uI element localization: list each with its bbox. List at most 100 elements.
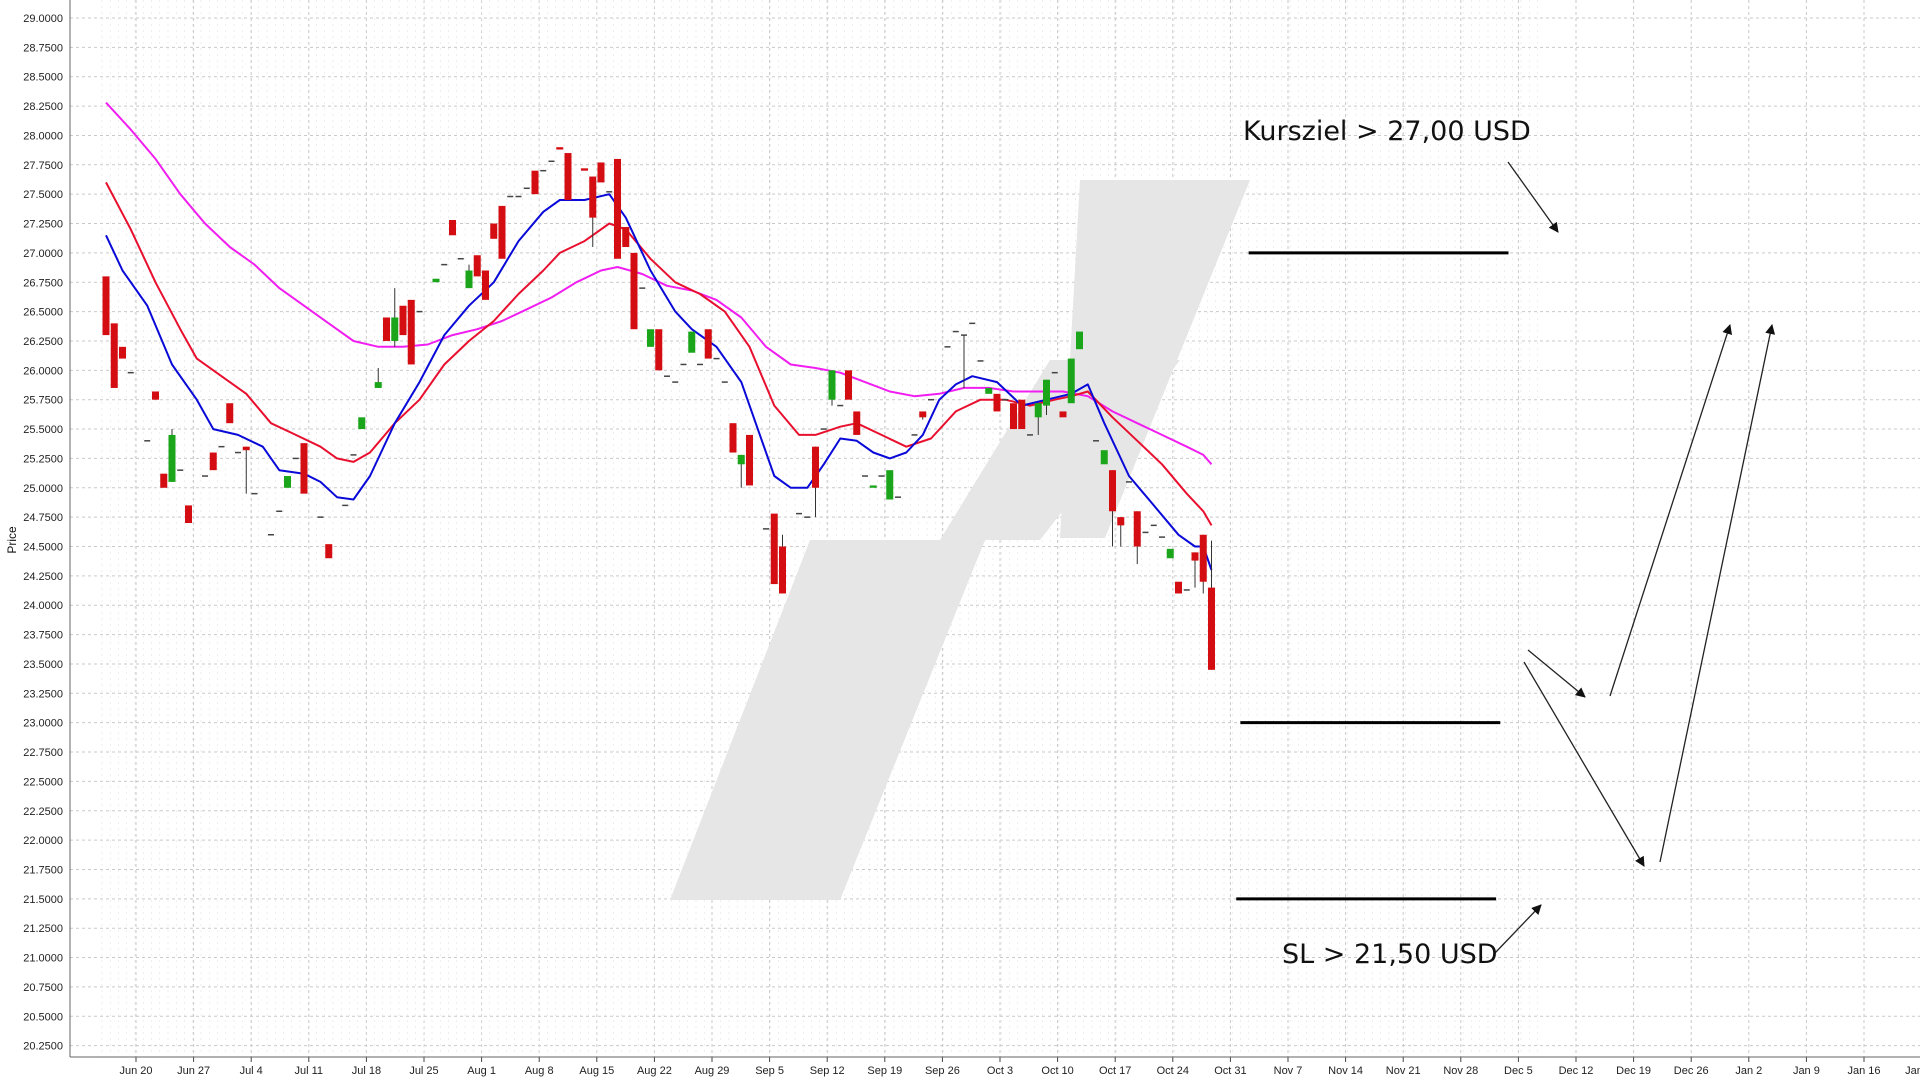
- candle-body: [1175, 581, 1182, 594]
- candle: [614, 158, 621, 259]
- candle-body: [300, 443, 308, 494]
- x-tick-label: Dec 26: [1674, 1065, 1709, 1077]
- candle: [993, 393, 1001, 412]
- candle-body: [383, 317, 390, 341]
- x-tick-label: Oct 10: [1041, 1065, 1073, 1077]
- y-tick-label: 29.0000: [23, 13, 63, 25]
- y-tick-label: 27.2500: [23, 219, 63, 231]
- candle: [284, 476, 291, 488]
- y-tick-label: 21.5000: [23, 894, 63, 906]
- candle-body: [630, 252, 638, 330]
- candle-body: [531, 170, 539, 195]
- candle-body: [1191, 552, 1199, 561]
- candle: [704, 329, 712, 359]
- watermark-shape: [670, 180, 1250, 900]
- candle-body: [1010, 403, 1017, 430]
- candle: [1191, 552, 1199, 588]
- candle: [168, 429, 176, 482]
- y-tick-label: 20.5000: [23, 1011, 63, 1023]
- candle: [399, 305, 407, 336]
- candle-body: [1199, 534, 1207, 582]
- candle: [1199, 534, 1207, 594]
- candle-body: [985, 387, 993, 394]
- candle-body: [919, 411, 927, 418]
- candle: [498, 205, 506, 259]
- candle-body: [1018, 399, 1026, 430]
- candle-body: [1100, 450, 1108, 465]
- y-tick-label: 20.2500: [23, 1041, 63, 1053]
- candle-body: [828, 370, 836, 400]
- candle: [1175, 581, 1182, 594]
- candle: [961, 334, 967, 388]
- candle: [647, 329, 654, 347]
- candle: [597, 162, 605, 183]
- y-axis-title: Price: [5, 526, 19, 554]
- x-tick-label: Oct 24: [1157, 1065, 1189, 1077]
- y-tick-label: 28.0000: [23, 130, 63, 142]
- y-tick-label: 23.5000: [23, 659, 63, 671]
- x-tick-label: Jan 9: [1793, 1065, 1820, 1077]
- candle: [622, 227, 630, 248]
- candle-body: [614, 158, 621, 259]
- candle: [1208, 540, 1215, 670]
- candle-body: [1133, 511, 1141, 547]
- candle: [1010, 403, 1017, 430]
- candlesticks: [102, 147, 1215, 670]
- candle: [1117, 517, 1125, 547]
- candle-body: [581, 168, 588, 171]
- x-tick-label: Jun 20: [119, 1065, 152, 1077]
- candle-body: [779, 546, 786, 594]
- candle: [869, 485, 877, 488]
- candle-body: [498, 205, 506, 259]
- candle-body: [185, 505, 192, 524]
- y-tick-label: 25.2500: [23, 453, 63, 465]
- candle: [185, 505, 192, 524]
- x-tick-label: Oct 3: [987, 1065, 1013, 1077]
- y-tick-label: 25.5000: [23, 424, 63, 436]
- candle-body: [737, 454, 745, 465]
- candle: [919, 411, 927, 420]
- candle: [209, 452, 217, 471]
- candle-body: [119, 346, 126, 359]
- x-tick-label: Sep 5: [755, 1065, 784, 1077]
- candle-body: [391, 317, 399, 341]
- candle: [589, 176, 597, 248]
- candle-body: [746, 434, 753, 486]
- candle: [688, 331, 696, 353]
- candle: [531, 170, 539, 195]
- candle-body: [1208, 587, 1215, 670]
- candle: [845, 370, 852, 400]
- candle-body: [482, 270, 489, 300]
- entry-arrow: [1527, 649, 1586, 698]
- x-tick-label: Jul 18: [352, 1065, 381, 1077]
- x-tick-label: Dec 19: [1616, 1065, 1651, 1077]
- x-tick-label: Sep 19: [867, 1065, 902, 1077]
- candle-body: [1059, 411, 1067, 418]
- candle-body: [407, 299, 415, 365]
- x-tick-label: Jan 23: [1905, 1065, 1920, 1077]
- y-tick-label: 27.0000: [23, 248, 63, 260]
- candle-body: [655, 329, 663, 371]
- x-tick-label: Aug 8: [525, 1065, 554, 1077]
- y-tick-label: 25.0000: [23, 483, 63, 495]
- x-tick-label: Oct 17: [1099, 1065, 1131, 1077]
- candle-body: [284, 476, 291, 488]
- candle: [1043, 379, 1050, 415]
- candle-body: [325, 544, 333, 559]
- candle-body: [647, 329, 654, 347]
- y-tick-label: 25.7500: [23, 395, 63, 407]
- y-tick-label: 20.7500: [23, 982, 63, 994]
- candle: [391, 288, 399, 347]
- x-tick-label: Sep 26: [925, 1065, 960, 1077]
- x-tick-label: Aug 1: [467, 1065, 496, 1077]
- candle-body: [812, 446, 819, 488]
- candle: [886, 470, 894, 500]
- candle: [160, 473, 168, 488]
- y-tick-label: 24.7500: [23, 512, 63, 524]
- x-tick-label: Jan 2: [1735, 1065, 1762, 1077]
- candle-body: [770, 513, 778, 585]
- candle: [853, 411, 861, 435]
- x-tick-label: Jan 16: [1847, 1065, 1880, 1077]
- candle: [1067, 358, 1075, 404]
